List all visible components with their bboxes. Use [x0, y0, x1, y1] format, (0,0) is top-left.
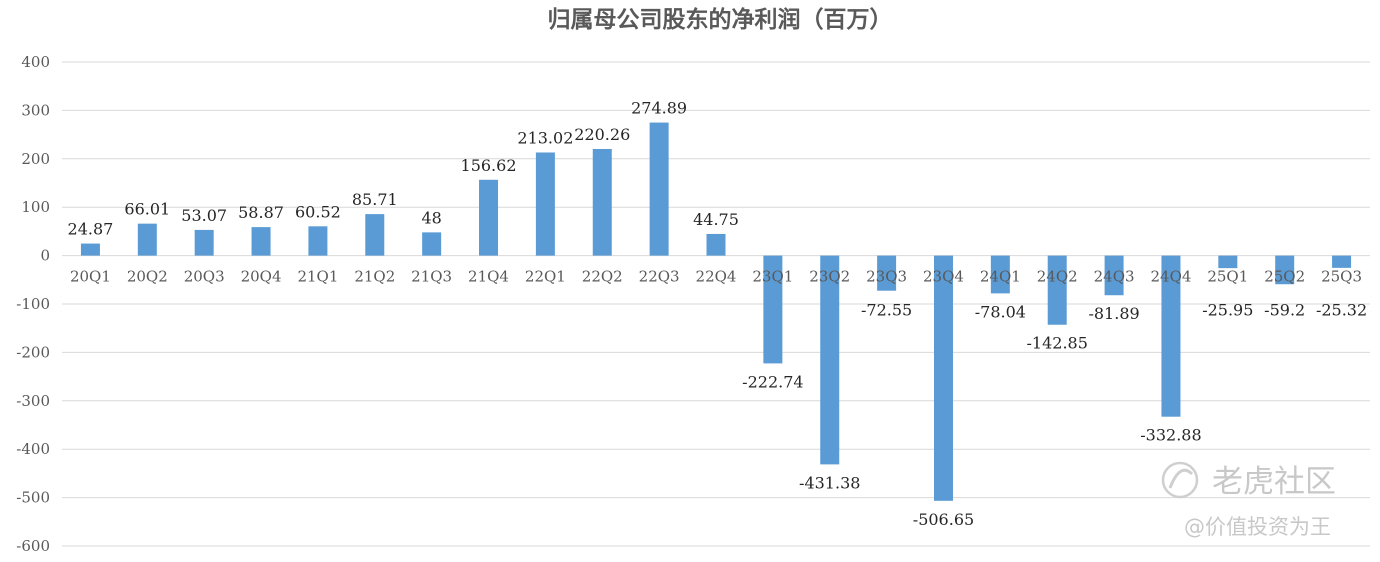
bar-21Q4 — [479, 179, 499, 256]
x-tick-label: 22Q3 — [639, 268, 680, 286]
data-label: -59.2 — [1264, 301, 1305, 320]
bar-24Q1 — [990, 255, 1010, 294]
x-tick-label: 21Q2 — [354, 268, 395, 286]
bar-24Q3 — [1104, 255, 1124, 296]
x-tick-label: 25Q3 — [1321, 268, 1362, 286]
x-tick-label: 21Q1 — [297, 268, 338, 286]
bar-22Q3 — [649, 122, 669, 256]
x-tick-label: 23Q4 — [923, 268, 964, 286]
data-label: -25.32 — [1316, 301, 1367, 320]
data-label: 53.07 — [181, 206, 227, 225]
y-tick-label: -500 — [16, 489, 50, 507]
y-tick-label: -300 — [16, 392, 50, 410]
bar-23Q1 — [763, 255, 783, 364]
y-tick-label: 400 — [21, 53, 50, 71]
bar-22Q1 — [535, 152, 555, 256]
bar-24Q4 — [1161, 255, 1181, 417]
bars-layer — [80, 122, 1352, 501]
bar-23Q2 — [820, 255, 840, 465]
data-label: -142.85 — [1027, 334, 1088, 353]
watermark-brand: 老虎社区 — [1212, 464, 1336, 500]
x-tick-label: 20Q1 — [70, 268, 111, 286]
data-label: 44.75 — [693, 210, 739, 229]
bar-25Q1 — [1218, 255, 1238, 269]
data-label: -78.04 — [975, 302, 1026, 321]
x-tick-label: 23Q1 — [752, 268, 793, 286]
watermark-author: @价值投资为王 — [1184, 515, 1331, 539]
x-axis-ticks: 20Q1 20Q2 20Q3 20Q4 21Q1 21Q2 21Q3 21Q4 22Q1 22Q2… — [70, 268, 1362, 286]
bar-20Q3 — [194, 229, 214, 256]
watermark: 老虎社区 @价值投资为王 — [1161, 461, 1336, 539]
data-label: -222.74 — [742, 372, 803, 391]
x-tick-label: 25Q1 — [1207, 268, 1248, 286]
data-label: 156.62 — [461, 156, 517, 175]
chart-title: 归属母公司股东的净利润（百万） — [548, 6, 893, 33]
y-tick-label: 200 — [21, 150, 50, 168]
bar-20Q4 — [251, 227, 271, 256]
x-tick-label: 23Q2 — [809, 268, 850, 286]
data-label: 213.02 — [517, 128, 573, 147]
y-tick-label: -600 — [16, 537, 50, 555]
data-label: -25.95 — [1202, 301, 1253, 320]
x-tick-label: 24Q3 — [1094, 268, 1135, 286]
x-tick-label: 21Q3 — [411, 268, 452, 286]
y-tick-label: 0 — [40, 247, 50, 265]
bar-21Q1 — [308, 226, 328, 256]
data-label: -506.65 — [913, 510, 974, 529]
x-tick-label: 24Q2 — [1037, 268, 1078, 286]
x-tick-label: 21Q4 — [468, 268, 509, 286]
x-tick-label: 22Q1 — [525, 268, 566, 286]
bar-23Q4 — [933, 255, 953, 501]
bar-20Q2 — [137, 223, 157, 256]
x-tick-label: 22Q4 — [696, 268, 737, 286]
y-axis-ticks: 400 300 200 100 0 -100 -200 -300 -400 -500 -600 — [16, 53, 50, 555]
y-tick-label: 100 — [21, 198, 50, 216]
x-tick-label: 25Q2 — [1264, 268, 1305, 286]
x-tick-label: 20Q3 — [184, 268, 225, 286]
grid-layer — [62, 61, 1370, 547]
x-tick-label: 20Q4 — [241, 268, 282, 286]
bar-24Q2 — [1047, 255, 1067, 325]
bar-21Q3 — [422, 232, 442, 256]
x-tick-label: 24Q1 — [980, 268, 1021, 286]
x-tick-label: 22Q2 — [582, 268, 623, 286]
x-tick-label: 20Q2 — [127, 268, 168, 286]
y-tick-label: -100 — [16, 295, 50, 313]
data-label: 24.87 — [68, 220, 114, 239]
tiger-logo-icon — [1161, 461, 1199, 499]
data-label: -332.88 — [1140, 426, 1201, 445]
data-label: 48 — [421, 208, 441, 227]
data-label: 58.87 — [238, 203, 284, 222]
bar-22Q4 — [706, 233, 726, 256]
x-tick-label: 23Q3 — [866, 268, 907, 286]
bar-22Q2 — [592, 148, 612, 256]
data-label: 66.01 — [124, 200, 170, 219]
data-label: 220.26 — [574, 125, 630, 144]
bar-25Q3 — [1332, 255, 1352, 268]
data-label: 274.89 — [631, 99, 687, 118]
y-tick-label: -200 — [16, 343, 50, 361]
y-tick-label: -400 — [16, 440, 50, 458]
data-label: -81.89 — [1088, 304, 1139, 323]
data-label: -72.55 — [861, 301, 912, 320]
bar-23Q3 — [877, 255, 897, 291]
data-label: 60.52 — [295, 202, 341, 221]
bar-20Q1 — [80, 243, 100, 256]
data-label: -431.38 — [799, 473, 860, 492]
data-label: 85.71 — [352, 190, 398, 209]
bar-21Q2 — [365, 214, 385, 256]
x-tick-label: 24Q4 — [1150, 268, 1191, 286]
y-tick-label: 300 — [21, 101, 50, 119]
bar-25Q2 — [1275, 255, 1295, 285]
